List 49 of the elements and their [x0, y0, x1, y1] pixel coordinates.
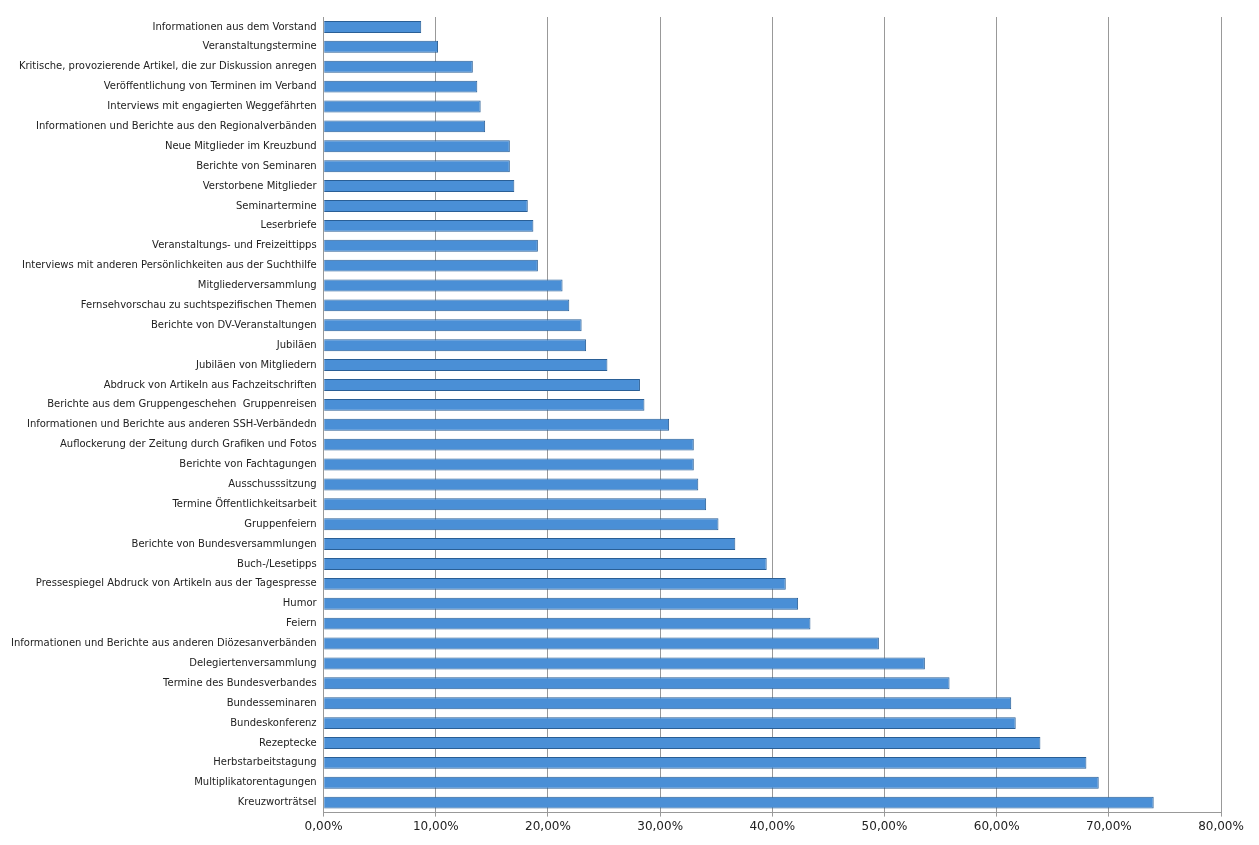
y-tick-label: Informationen und Berichte aus anderen SSH-Verbändedn: [26, 418, 317, 430]
x-tick-label: 10,00%: [412, 818, 459, 833]
y-tick-label: Informationen aus dem Vorstand: [152, 20, 317, 32]
y-tick-label: Gruppenfeiern: [244, 517, 317, 529]
y-tick-label: Interviews mit engagierten Weggefährten: [107, 100, 317, 112]
y-tick-label: Auflockerung der Zeitung durch Grafiken und Fotos: [59, 438, 317, 450]
y-tick-label: Rezeptecke: [259, 736, 317, 748]
x-tick-label: 80,00%: [1198, 818, 1244, 833]
y-tick-label: Berichte von DV-Veranstaltungen: [151, 318, 317, 330]
y-tick-label: Kreuzworträtsel: [237, 796, 317, 808]
y-tick-label: Delegiertenversammlung: [189, 657, 317, 669]
y-tick-label: Interviews mit anderen Persönlichkeiten aus der Suchthilfe: [21, 259, 317, 271]
x-tick-label: 50,00%: [861, 818, 908, 833]
y-tick-label: Fernsehvorschau zu suchtspezifischen Themen: [80, 299, 317, 310]
x-tick-label: 40,00%: [749, 818, 796, 833]
y-tick-label: Termine des Bundesverbandes: [162, 676, 317, 688]
y-tick-label: Pressespiegel Abdruck von Artikeln aus der Tagespresse: [35, 577, 317, 589]
x-tick-label: 70,00%: [1085, 818, 1132, 833]
x-tick-label: 20,00%: [525, 818, 571, 833]
y-tick-label: Veranstaltungstermine: [202, 40, 317, 52]
y-tick-label: Kritische, provozierende Artikel, die zur Diskussion anregen: [18, 60, 317, 72]
y-tick-label: Feiern: [286, 617, 317, 629]
y-tick-label: Bundeskonferenz: [230, 716, 317, 728]
y-tick-label: Bundesseminaren: [226, 696, 317, 708]
y-tick-label: Verstorbene Mitglieder: [202, 179, 318, 191]
y-tick-label: Buch-/Lesetipps: [237, 557, 317, 569]
y-tick-label: Veranstaltungs- und Freizeittipps: [152, 239, 317, 251]
y-tick-label: Berichte von Fachtagungen: [179, 458, 317, 470]
y-tick-label: Berichte von Bundesversammlungen: [131, 537, 317, 549]
y-tick-label: Humor: [282, 597, 318, 609]
y-tick-label: Termine Öffentlichkeitsarbeit: [171, 496, 317, 509]
y-tick-label: Berichte von Seminaren: [196, 159, 317, 171]
y-tick-label: Jubiläen von Mitgliedern: [194, 358, 317, 370]
y-tick-label: Jubiläen: [275, 338, 317, 350]
y-tick-label: Seminartermine: [236, 199, 317, 211]
y-tick-label: Leserbriefe: [260, 219, 317, 231]
x-tick-label: 0,00%: [304, 818, 343, 833]
y-tick-label: Berichte aus dem Gruppengeschehen Gruppenreisen: [47, 398, 317, 410]
y-tick-label: Informationen und Berichte aus anderen Diözesanverbänden: [10, 637, 317, 649]
x-tick-label: 30,00%: [637, 818, 684, 833]
y-tick-label: Abdruck von Artikeln aus Fachzeitschriften: [103, 378, 317, 390]
y-tick-label: Herbstarbeitstagung: [213, 756, 317, 768]
y-tick-label: Informationen und Berichte aus den Regionalverbänden: [36, 119, 317, 131]
y-tick-label: Ausschusssitzung: [228, 478, 317, 490]
y-tick-label: Veröffentlichung von Terminen im Verband: [103, 80, 317, 92]
y-tick-label: Mitgliederversammlung: [197, 279, 317, 291]
y-tick-label: Multiplikatorentagungen: [194, 776, 317, 788]
x-tick-label: 60,00%: [973, 818, 1020, 833]
y-tick-label: Neue Mitglieder im Kreuzbund: [164, 139, 317, 151]
